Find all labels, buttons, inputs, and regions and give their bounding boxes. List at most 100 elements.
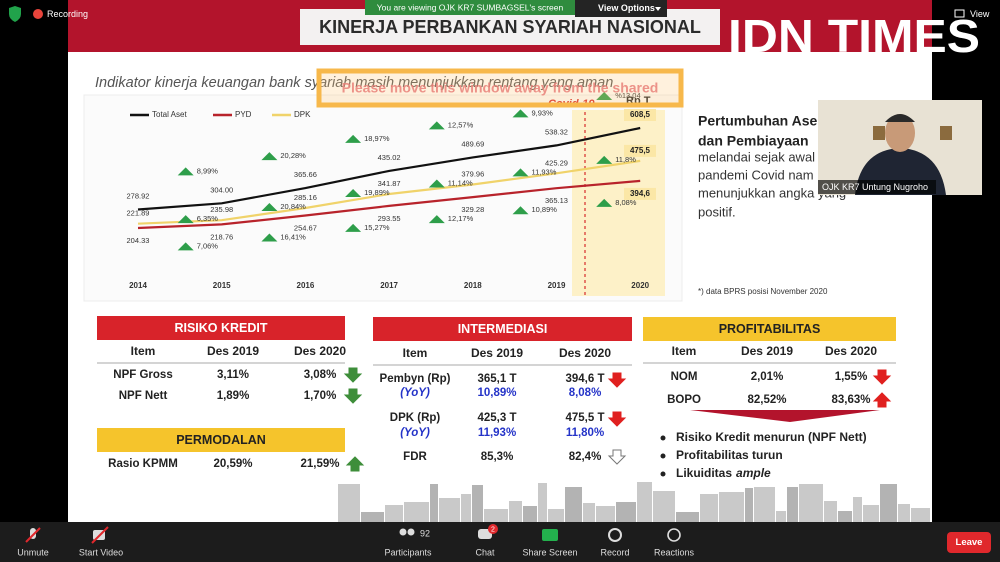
table-cell: (YoY): [400, 387, 430, 399]
table-cell: 83,63%: [831, 394, 870, 406]
table-cell: 8,08%: [569, 387, 602, 399]
side-text-line: positif.: [698, 204, 736, 219]
table-title: RISIKO KREDIT: [174, 321, 267, 335]
toolbar-label[interactable]: Record: [600, 547, 629, 557]
growth-label: 16,41%: [280, 233, 306, 242]
reactions-icon[interactable]: [667, 528, 681, 542]
skyline: [338, 482, 930, 522]
value-label: 365.13: [545, 196, 568, 205]
toolbar-label[interactable]: Share Screen: [522, 547, 577, 557]
toolbar-label[interactable]: Reactions: [654, 547, 695, 557]
value-label: 608,5: [630, 110, 651, 119]
growth-label: 10,89%: [532, 205, 558, 214]
skyline-building: [430, 484, 438, 522]
table-cell: 475,5 T: [566, 412, 605, 424]
record-icon[interactable]: [608, 528, 622, 542]
growth-label: 11,14%: [448, 179, 473, 188]
security-icon[interactable]: [9, 6, 21, 22]
growth-arrow: [345, 188, 362, 197]
table-cell: 11,80%: [566, 427, 604, 439]
footnote: *) data BPRS posisi November 2020: [698, 287, 828, 296]
profit-divider: [690, 410, 880, 422]
x-tick-label: 2015: [213, 281, 231, 290]
share-icon[interactable]: [542, 529, 558, 541]
table-header: Item: [131, 344, 156, 358]
side-text-line: melandai sejak awal: [698, 149, 815, 164]
value-label: 435.02: [378, 153, 401, 162]
leave-button[interactable]: [947, 532, 991, 553]
toolbar-label[interactable]: Chat: [475, 547, 495, 557]
view-button[interactable]: View: [970, 9, 990, 19]
video-person-head: [885, 114, 915, 152]
table-cell: NPF Gross: [113, 369, 172, 381]
growth-arrow: [345, 223, 362, 232]
trend-arrow: [345, 456, 365, 472]
value-label: 538.32: [545, 127, 568, 136]
skyline-building: [676, 512, 699, 522]
value-label: 365.66: [294, 170, 317, 179]
bullet-text-part: Profitabilitas turun: [676, 448, 783, 462]
growth-label: 20,28%: [280, 151, 306, 160]
skyline-building: [838, 511, 852, 522]
watermark: IDN TIMES: [728, 10, 980, 62]
toolbar-label[interactable]: Start Video: [79, 547, 123, 557]
side-text-line: Pertumbuhan Ase: [698, 113, 817, 129]
view-options-button[interactable]: [575, 0, 667, 17]
table-cell: 85,3%: [481, 451, 514, 463]
viewing-banner-text: You are viewing OJK KR7 SUMBAGSEL's scre…: [377, 2, 564, 12]
line-chart: 2014 2015 2016 2017 2018 2019 2020 Total Aset PY…: [127, 91, 656, 290]
growth-label: 19,89%: [364, 188, 390, 197]
value-label: 293.55: [378, 214, 401, 223]
growth-label: 20,84%: [280, 202, 306, 211]
skyline-building: [523, 506, 537, 522]
skyline-building: [700, 494, 718, 522]
table-cell: DPK (Rp): [390, 412, 441, 424]
video-name-bg: [818, 180, 936, 194]
x-tick-label: 2016: [297, 281, 315, 290]
toolbar-label[interactable]: Unmute: [17, 547, 49, 557]
growth-arrow: [512, 109, 529, 118]
chat-badge: [488, 524, 498, 534]
table-cell: 82,52%: [747, 394, 786, 406]
growth-label: 15,27%: [364, 223, 390, 232]
toolbar-label[interactable]: Participants: [384, 547, 432, 557]
growth-label: 12,17%: [448, 214, 474, 223]
x-tick-label: 2018: [464, 281, 482, 290]
growth-arrow: [261, 152, 278, 161]
table-cell: 3,08%: [304, 369, 337, 381]
table-header: Des 2020: [294, 344, 346, 358]
skyline-building: [637, 482, 652, 522]
legend-label: Total Aset: [152, 110, 187, 119]
table-header: Des 2020: [559, 346, 611, 360]
slide-title: KINERJA PERBANKAN SYARIAH NASIONAL: [319, 17, 701, 37]
participants-icon[interactable]: [407, 528, 415, 536]
x-tick-label: 2014: [129, 281, 147, 290]
value-box: [624, 144, 656, 157]
chat-icon[interactable]: [478, 529, 492, 539]
view-options-caret: [655, 7, 661, 11]
growth-label: 11,93%: [532, 167, 557, 176]
table-header: Des 2019: [207, 344, 259, 358]
legend-label: DPK: [294, 110, 311, 119]
skyline-building: [404, 502, 429, 522]
skyline-building: [361, 512, 384, 522]
trend-arrow: [607, 449, 627, 465]
value-label: 304.00: [210, 185, 233, 194]
bullet-text: Risiko Kredit menurun (NPF Nett): [676, 430, 867, 444]
video-frame-decor: [873, 126, 885, 140]
table-cell: NPF Nett: [119, 390, 168, 402]
table-cell: Rasio KPMM: [108, 458, 178, 470]
camera-slash: [91, 526, 109, 544]
participants-icon[interactable]: [399, 528, 407, 536]
bullet-dot: [660, 435, 666, 441]
bullet-text: Likuiditas ample: [676, 466, 771, 480]
legend-label: PYD: [235, 110, 252, 119]
table-cell: 21,59%: [300, 458, 339, 470]
series-line: [137, 159, 641, 225]
video-name: OJK KR7 Untung Nugroho: [822, 182, 928, 192]
value-label: 341.87: [378, 179, 401, 188]
x-tick-label: 2020: [631, 281, 649, 290]
growth-arrow: [177, 242, 194, 251]
